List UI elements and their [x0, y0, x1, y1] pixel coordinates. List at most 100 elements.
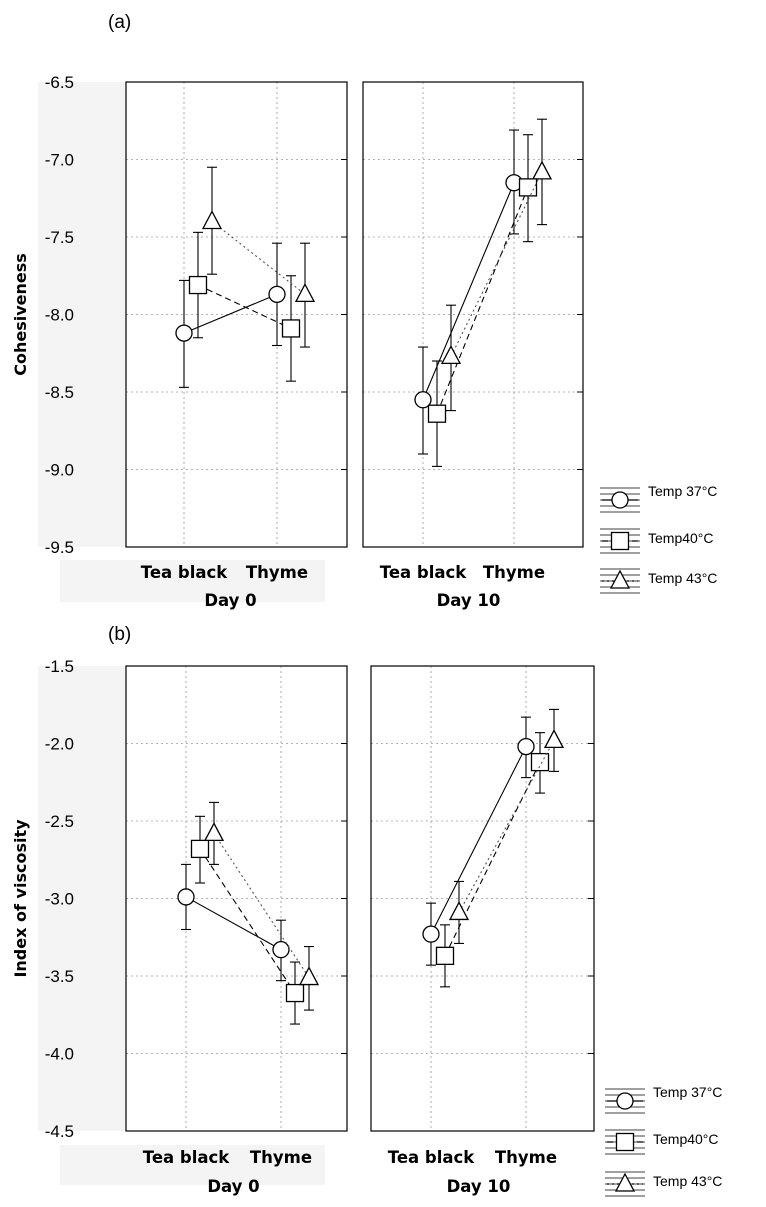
y-tick-label: -2.0	[45, 735, 74, 754]
legend: Temp 37°C Temp40°C Temp 43°C	[603, 1081, 766, 1207]
circle-marker	[422, 925, 440, 943]
x-tick-label: Tea black	[143, 1148, 231, 1167]
legend-label: Temp40°C	[653, 1131, 719, 1147]
panel-day-0: Tea black Thyme Day 0	[125, 665, 348, 1196]
series-line	[197, 284, 292, 329]
group-label: Day 10	[437, 591, 501, 610]
y-tick-label: -9.5	[45, 538, 74, 557]
x-tick-label: Tea black	[388, 1148, 476, 1167]
series-line	[430, 746, 527, 935]
legend-square-marker	[615, 1132, 635, 1152]
legend-label: Temp40°C	[648, 530, 714, 546]
series-circle	[422, 716, 535, 966]
series-line	[213, 833, 310, 978]
series-line	[199, 848, 296, 994]
triangle-marker	[203, 822, 225, 842]
y-tick-label: -3.5	[45, 967, 74, 986]
triangle-marker	[543, 729, 565, 749]
series-line	[185, 896, 282, 951]
legend-circle-marker	[616, 1092, 634, 1110]
series-triangle	[448, 708, 565, 945]
legend: Temp 37°C Temp40°C Temp 43°C	[598, 478, 764, 608]
series-triangle	[440, 118, 553, 412]
y-axis-label: Index of viscosity	[11, 819, 30, 978]
legend-circle-marker	[611, 491, 629, 509]
legend-square-marker	[610, 531, 630, 551]
panel-day-10: Tea black Thyme Day 10	[370, 665, 595, 1196]
x-tick-label: Tea black	[141, 563, 229, 582]
legend-label: Temp 37°C	[653, 1084, 722, 1100]
square-marker	[285, 983, 305, 1003]
y-tick-label: -3.0	[45, 890, 74, 909]
panel-label: (b)	[108, 624, 131, 645]
series-circle	[414, 129, 523, 455]
circle-marker	[517, 737, 535, 756]
series-square	[188, 231, 301, 382]
plot-frame	[125, 665, 348, 1132]
series-line	[422, 182, 515, 400]
y-tick-label: -7.5	[45, 228, 74, 247]
series-circle	[177, 863, 290, 982]
chart-a: (a) Cohesiveness -6.5 -7.0 -7.5 -8.0 -8.5 -9.0 -…	[11, 12, 764, 610]
circle-marker	[414, 391, 432, 409]
y-tick-label: -6.5	[45, 73, 74, 92]
circle-marker	[272, 941, 290, 959]
chart-b: (b) Index of viscosity -1.5 -2.0 -2.5 -3.0 -3.…	[11, 624, 766, 1207]
triangle-marker	[448, 901, 470, 921]
series-triangle	[201, 166, 316, 348]
circle-marker	[268, 285, 286, 304]
square-marker	[190, 839, 210, 859]
group-label: Day 0	[204, 591, 256, 610]
triangle-marker	[440, 344, 462, 365]
x-tick-label: Thyme	[483, 563, 545, 582]
series-line	[183, 293, 278, 334]
legend-triangle-marker	[609, 569, 631, 589]
square-marker	[518, 178, 538, 197]
triangle-marker	[294, 282, 316, 303]
y-tick-label: -7.0	[45, 151, 74, 170]
square-marker	[427, 404, 447, 423]
square-marker	[435, 946, 455, 965]
series-triangle	[203, 801, 320, 1011]
circle-marker	[177, 888, 195, 906]
square-marker	[281, 319, 301, 338]
group-label: Day 0	[207, 1177, 259, 1196]
plot-frame	[370, 665, 595, 1132]
group-label: Day 10	[447, 1177, 511, 1196]
x-tick-label: Thyme	[495, 1148, 557, 1167]
x-tick-label: Thyme	[250, 1148, 312, 1167]
y-tick-label: -8.5	[45, 383, 74, 402]
legend-triangle-marker	[614, 1172, 636, 1192]
plot-frame	[125, 81, 348, 548]
square-marker	[530, 752, 550, 772]
background-block	[60, 560, 325, 602]
square-marker	[188, 275, 208, 295]
y-tick-label: -4.0	[45, 1045, 74, 1064]
series-line	[444, 761, 541, 957]
background-block	[60, 1145, 325, 1185]
series-square	[427, 134, 538, 467]
panel-day-0: Tea black Thyme Day 0	[125, 81, 348, 610]
x-tick-label: Tea black	[380, 563, 468, 582]
circle-marker	[175, 324, 193, 342]
y-tick-label: -9.0	[45, 461, 74, 480]
y-tick-label: -1.5	[45, 657, 74, 676]
panel-label: (a)	[108, 12, 131, 33]
panel-day-10: Tea black Thyme Day 10	[362, 81, 584, 610]
legend-label: Temp 43°C	[648, 570, 717, 586]
triangle-marker	[201, 210, 223, 230]
series-circle	[175, 242, 286, 388]
series-line	[436, 187, 529, 414]
legend-label: Temp 43°C	[653, 1173, 722, 1189]
series-square	[435, 732, 550, 988]
triangle-marker	[298, 966, 320, 986]
y-tick-label: -8.0	[45, 306, 74, 325]
plot-frame	[362, 81, 584, 548]
triangle-marker	[531, 160, 553, 180]
y-tick-label: -4.5	[45, 1122, 74, 1141]
series-line	[450, 171, 543, 357]
series-square	[190, 815, 305, 1025]
y-axis-label: Cohesiveness	[11, 253, 30, 376]
y-tick-label: -2.5	[45, 812, 74, 831]
